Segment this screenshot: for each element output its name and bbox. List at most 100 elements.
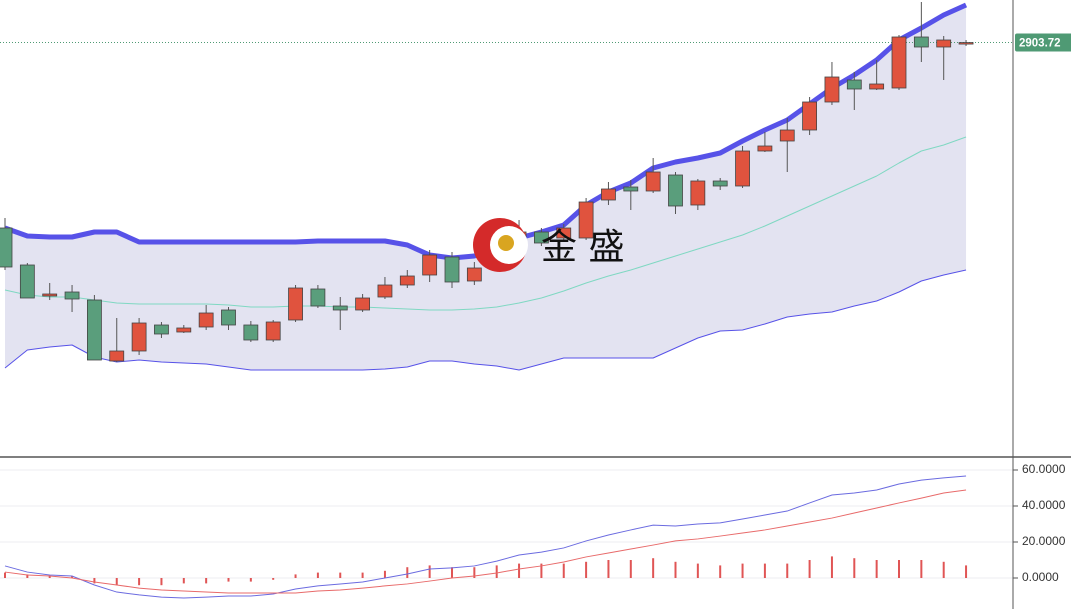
candle-body bbox=[198, 312, 214, 328]
logo: 金 盛 bbox=[473, 218, 624, 272]
candle-body bbox=[556, 227, 572, 239]
indicator-line bbox=[4, 475, 967, 599]
lower-band bbox=[4, 269, 967, 371]
candle-body bbox=[243, 324, 259, 341]
candle-body bbox=[601, 188, 616, 201]
histogram-bar bbox=[473, 567, 476, 578]
candle-body bbox=[444, 256, 460, 283]
last-price-label: 2903.72 bbox=[1019, 38, 1061, 50]
candle-body bbox=[0, 227, 13, 268]
y-tick-label: 20.0000 bbox=[1022, 534, 1066, 548]
band-area bbox=[5, 5, 967, 370]
histogram-bar bbox=[383, 570, 386, 578]
histogram-bar bbox=[160, 578, 163, 586]
histogram-bar bbox=[495, 565, 498, 578]
histogram-bar bbox=[406, 567, 409, 578]
candle-body bbox=[913, 36, 929, 48]
histogram-bar bbox=[965, 565, 968, 578]
histogram-bar bbox=[115, 578, 118, 586]
watermark: 金 盛 bbox=[541, 227, 624, 268]
histogram-bar bbox=[205, 578, 208, 584]
histogram-bar bbox=[898, 560, 900, 578]
candle-body bbox=[891, 36, 907, 89]
candle-body bbox=[87, 299, 102, 361]
histogram-bar bbox=[227, 578, 230, 582]
histogram-bar bbox=[562, 563, 565, 578]
histogram-bar bbox=[853, 558, 856, 578]
middle-band bbox=[4, 136, 967, 311]
histogram-bar bbox=[272, 578, 275, 580]
histogram-bar bbox=[361, 572, 364, 578]
candle-body bbox=[534, 231, 549, 244]
histogram-bar bbox=[138, 578, 141, 586]
candle-body bbox=[466, 267, 482, 282]
candle-body bbox=[176, 327, 192, 333]
histogram-bar bbox=[920, 560, 923, 578]
last-price-tag bbox=[1015, 33, 1071, 52]
indicator-line bbox=[4, 489, 967, 594]
histogram-bar bbox=[942, 561, 945, 578]
histogram-bar bbox=[294, 574, 297, 578]
candle-body bbox=[109, 350, 125, 362]
histogram-bar bbox=[316, 572, 319, 578]
candle-body bbox=[154, 324, 169, 335]
histogram-bar bbox=[652, 558, 655, 578]
histogram-bar bbox=[428, 565, 431, 578]
candle-body bbox=[824, 76, 840, 103]
histogram-bar bbox=[451, 567, 453, 578]
candle-body bbox=[64, 291, 80, 300]
histogram-bar bbox=[786, 563, 789, 578]
candle-body bbox=[757, 145, 773, 152]
histogram-bar bbox=[808, 560, 811, 578]
candle-body bbox=[936, 39, 952, 48]
histogram-bar bbox=[93, 578, 96, 584]
histogram-bar bbox=[741, 563, 744, 578]
candle-body bbox=[668, 174, 683, 207]
candle-body bbox=[332, 305, 348, 311]
candle-body bbox=[779, 129, 795, 142]
histogram-bar bbox=[696, 563, 699, 578]
histogram-bar bbox=[875, 560, 878, 578]
histogram-bar bbox=[339, 572, 342, 578]
histogram-bar bbox=[674, 561, 677, 578]
candle-body bbox=[578, 201, 594, 239]
candle-body bbox=[310, 288, 326, 307]
indicator-pane bbox=[0, 469, 1013, 599]
histogram-bar bbox=[518, 563, 521, 578]
histogram-bar bbox=[763, 563, 766, 578]
histogram-bar bbox=[585, 561, 588, 578]
candle-body bbox=[288, 287, 303, 321]
histogram-bar bbox=[629, 560, 632, 578]
candle-body bbox=[131, 322, 147, 352]
candle-body bbox=[958, 42, 974, 45]
candle-body bbox=[19, 264, 35, 299]
histogram-bar bbox=[830, 556, 833, 578]
histogram-bar bbox=[26, 574, 29, 578]
candle-body bbox=[869, 83, 885, 90]
y-tick-label: 40.0000 bbox=[1022, 498, 1066, 512]
histogram-bar bbox=[607, 560, 610, 578]
y-tick-label: 0.0000 bbox=[1022, 570, 1059, 584]
candle-body bbox=[690, 180, 706, 206]
y-tick-label: 60.0000 bbox=[1022, 462, 1066, 476]
candle-body bbox=[623, 186, 639, 192]
candle-body bbox=[42, 293, 58, 297]
histogram-bar bbox=[48, 576, 51, 578]
candle-body bbox=[377, 284, 393, 298]
candle-body bbox=[645, 171, 661, 192]
histogram-bar bbox=[540, 563, 543, 578]
logo-ball bbox=[498, 235, 514, 251]
candle-body bbox=[802, 101, 817, 131]
candle-body bbox=[735, 150, 750, 187]
candle-body bbox=[712, 180, 728, 187]
histogram-bar bbox=[4, 572, 6, 578]
histogram-bar bbox=[71, 576, 74, 578]
candle-body bbox=[221, 309, 236, 326]
candle-body bbox=[846, 79, 862, 90]
candle-body bbox=[265, 321, 281, 341]
histogram-bar bbox=[249, 578, 252, 582]
histogram-bar bbox=[719, 565, 722, 578]
candle-body bbox=[422, 254, 438, 276]
